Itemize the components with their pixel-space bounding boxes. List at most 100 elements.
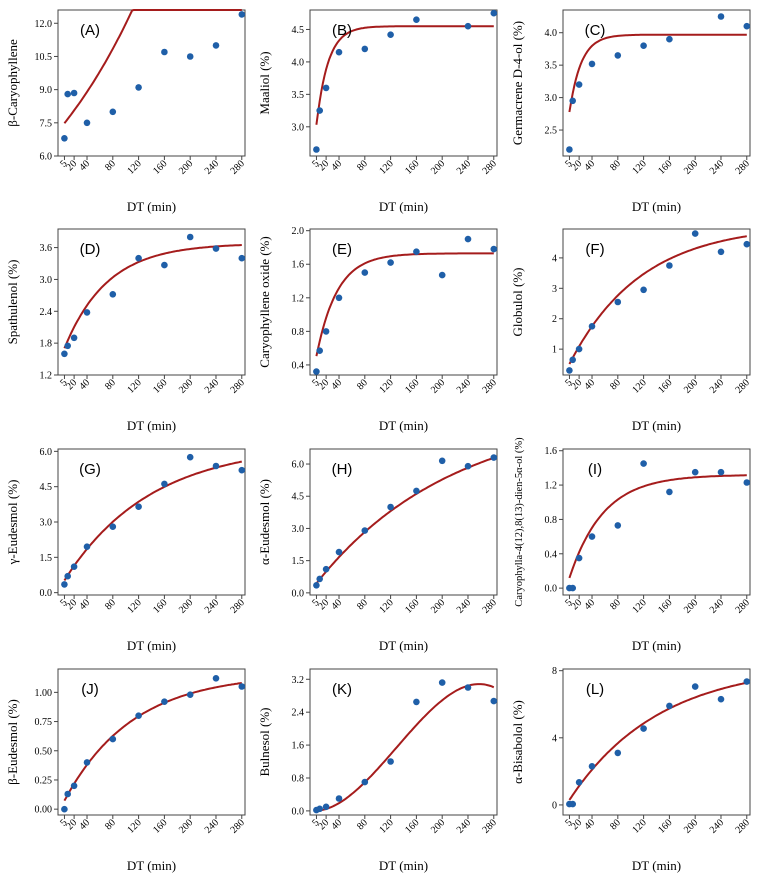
y-tick-label: 0.25 <box>35 775 53 786</box>
y-axis-title: Maaliol (%) <box>257 51 272 114</box>
fit-curve <box>315 252 494 357</box>
y-tick-label: 4.0 <box>292 57 305 68</box>
y-tick-label: 0.0 <box>545 584 558 595</box>
data-point <box>109 523 117 530</box>
x-axis-title: DT (min) <box>379 418 428 433</box>
data-point <box>640 42 647 49</box>
data-point <box>316 575 323 583</box>
data-point <box>490 9 498 17</box>
data-point <box>438 457 446 465</box>
x-axis-title: DT (min) <box>127 199 176 214</box>
x-tick-label: 160 <box>656 597 674 615</box>
plot-frame <box>562 9 751 157</box>
x-tick-label: 40 <box>329 158 344 173</box>
data-point <box>438 271 446 279</box>
data-point <box>135 712 142 719</box>
data-point <box>387 503 394 511</box>
x-tick-label: 240 <box>708 597 726 615</box>
data-point <box>464 22 472 30</box>
x-tick-label: 160 <box>151 817 169 835</box>
data-point <box>413 487 420 495</box>
y-tick-label: 0 <box>552 800 557 811</box>
panel-label: (F) <box>585 241 604 258</box>
x-tick-label: 280 <box>481 597 499 615</box>
plot-frame <box>57 668 246 816</box>
y-tick-label: 0.00 <box>35 805 53 816</box>
x-tick-label: 240 <box>455 158 473 176</box>
x-tick-label: 5 <box>58 158 69 169</box>
y-tick-label: 4 <box>552 733 557 744</box>
x-tick-label: 240 <box>708 377 726 395</box>
y-tick-label: 1.8 <box>40 339 53 350</box>
panel-a: 6.0 7.5 9.0 10.5 12.0 5 20 40 80 120 160 200 240 280(… <box>0 0 252 219</box>
data-point <box>335 548 343 556</box>
x-tick-label: 160 <box>656 377 674 395</box>
y-tick-label: 4 <box>552 253 557 264</box>
x-tick-label: 280 <box>734 817 752 835</box>
y-tick-label: 3.2 <box>292 675 305 686</box>
data-point <box>743 22 751 30</box>
data-point <box>566 367 573 374</box>
x-tick-label: 40 <box>582 817 597 832</box>
data-point <box>490 245 498 253</box>
data-point <box>387 758 394 765</box>
y-axis-title: β-Eudesmol (%) <box>5 699 20 785</box>
x-tick-label: 200 <box>177 377 195 395</box>
x-tick-label: 5 <box>563 597 574 608</box>
x-axis-title: DT (min) <box>379 858 428 873</box>
x-tick-label: 80 <box>608 817 623 832</box>
x-axis-title: DT (min) <box>127 858 176 873</box>
x-tick-label: 280 <box>229 817 247 835</box>
data-point <box>361 778 369 786</box>
y-tick-label: 6.0 <box>40 447 53 458</box>
data-point <box>186 233 194 241</box>
data-point <box>316 805 323 813</box>
x-tick-label: 5 <box>58 817 69 828</box>
panel-label: (J) <box>81 681 99 698</box>
data-point <box>161 698 168 705</box>
x-tick-label: 200 <box>177 158 195 176</box>
panel-k: 0.0 0.8 1.6 2.4 3.2 5 20 40 80 120 160 200 240 280 (K)… <box>252 659 504 878</box>
x-tick-label: 40 <box>329 597 344 612</box>
x-axis-title: DT (min) <box>632 199 681 214</box>
y-tick-label: 3.6 <box>40 243 53 254</box>
panel-label: (L) <box>586 681 604 698</box>
x-axis-title: DT (min) <box>632 418 681 433</box>
x-tick-label: 200 <box>429 817 447 835</box>
y-tick-label: 12.0 <box>35 19 53 30</box>
y-axis-title: Bulnesol (%) <box>257 708 272 777</box>
x-tick-label: 200 <box>682 597 700 615</box>
data-point <box>135 254 142 262</box>
y-axis-title: Caryophyllene oxide (%) <box>257 236 272 367</box>
data-point <box>438 679 446 686</box>
x-tick-label: 280 <box>229 597 247 615</box>
data-point <box>335 48 343 56</box>
x-tick-label: 240 <box>203 817 221 835</box>
data-point <box>666 702 673 710</box>
x-tick-label: 120 <box>630 158 648 176</box>
data-point <box>361 527 369 534</box>
y-tick-label: 1.5 <box>40 553 53 564</box>
data-point <box>490 454 498 461</box>
fit-curve <box>568 235 747 365</box>
plot-frame <box>562 668 751 816</box>
fit-curve <box>315 25 494 125</box>
data-point <box>161 261 168 269</box>
x-tick-label: 40 <box>582 377 597 392</box>
y-tick-label: 0.50 <box>35 746 53 757</box>
data-point <box>238 254 246 262</box>
x-tick-label: 280 <box>734 377 752 395</box>
y-tick-label: 4.0 <box>545 28 558 39</box>
data-point <box>464 684 472 691</box>
data-point <box>161 480 168 488</box>
y-tick-label: 0.8 <box>292 773 305 784</box>
y-axis-title: Germacrene D-4-ol (%) <box>510 21 525 145</box>
data-point <box>316 107 323 114</box>
